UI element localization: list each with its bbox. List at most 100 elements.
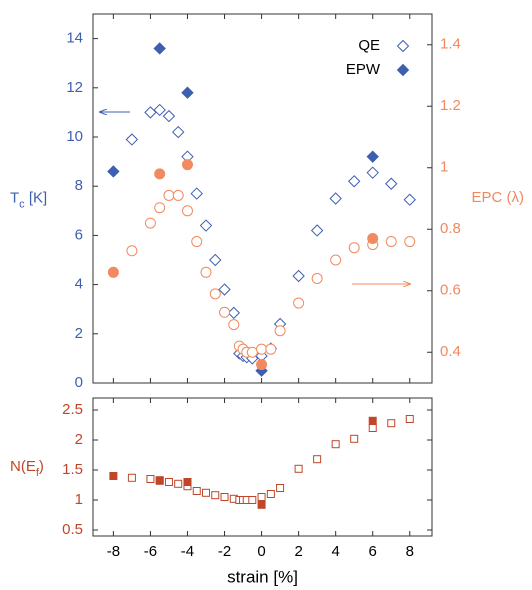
square-marker xyxy=(211,491,220,500)
circle-marker xyxy=(404,236,416,248)
square-marker xyxy=(174,479,183,488)
y2-axis-label: EPC (λ) xyxy=(472,189,525,206)
circle-marker xyxy=(256,359,268,371)
diamond-marker xyxy=(403,193,416,206)
y-tick-label: 8 xyxy=(75,177,83,194)
label-main: N(E xyxy=(10,458,36,475)
x-tick-label: 0 xyxy=(257,543,265,560)
label-main: T xyxy=(10,189,19,206)
diamond-marker xyxy=(310,224,324,237)
circle-marker xyxy=(228,319,240,331)
diamond-marker xyxy=(292,269,305,283)
square-marker xyxy=(387,419,396,428)
square-marker xyxy=(350,434,359,443)
circle-marker xyxy=(181,159,193,171)
circle-marker xyxy=(200,266,212,278)
diamond-marker xyxy=(144,106,157,119)
circle-marker xyxy=(293,297,305,309)
square-marker xyxy=(276,484,285,492)
y2-tick-label: 1.4 xyxy=(440,36,461,53)
x-tick-label: -6 xyxy=(144,543,157,560)
x-tick-label: -2 xyxy=(218,543,231,560)
diamond-marker xyxy=(396,39,410,53)
square-marker xyxy=(183,478,192,486)
circle-marker xyxy=(219,306,231,318)
y2-tick-label: 0.8 xyxy=(440,220,461,237)
diamond-marker xyxy=(172,125,185,139)
diamond-marker xyxy=(366,150,379,163)
square-marker xyxy=(248,496,257,504)
y2-tick-label: 0.6 xyxy=(440,282,461,299)
circle-marker xyxy=(154,168,166,180)
square-marker xyxy=(155,476,164,485)
circle-marker xyxy=(348,242,360,254)
circle-marker xyxy=(209,288,221,300)
square-marker xyxy=(331,440,340,449)
y2-tick-label: 1.2 xyxy=(440,97,461,114)
y-tick-label: 10 xyxy=(66,128,83,145)
square-marker xyxy=(127,473,136,482)
y-tick-label: 2 xyxy=(75,325,83,342)
axis-label: Tc [K] xyxy=(10,189,47,210)
circle-marker xyxy=(330,254,342,266)
square-marker xyxy=(368,424,377,432)
circle-marker xyxy=(126,245,138,257)
y2-tick-label: 0.4 xyxy=(440,343,461,360)
x-tick-label: 4 xyxy=(332,543,340,560)
x-tick-label: 2 xyxy=(294,543,302,560)
square-marker xyxy=(220,493,229,501)
circle-marker xyxy=(163,189,175,201)
circle-marker xyxy=(144,217,156,229)
y-tick-label: 2 xyxy=(75,431,83,448)
square-marker xyxy=(368,416,377,425)
square-marker xyxy=(192,487,201,495)
diamond-marker xyxy=(209,253,222,267)
square-marker xyxy=(405,415,414,423)
circle-marker xyxy=(191,236,203,248)
square-marker xyxy=(257,500,266,509)
circle-marker xyxy=(367,232,379,244)
square-marker xyxy=(202,488,210,497)
y2-tick-label: 1 xyxy=(440,159,448,176)
x-tick-label: -8 xyxy=(107,543,120,560)
label-unit: [K] xyxy=(25,189,48,206)
circle-marker xyxy=(181,205,193,217)
circle-marker xyxy=(246,346,258,358)
diamond-marker xyxy=(153,42,166,55)
diamond-marker xyxy=(347,175,361,188)
plot-frame xyxy=(92,397,433,537)
y-tick-label: 0 xyxy=(75,374,83,391)
legend-label: EPW xyxy=(346,61,381,78)
square-marker xyxy=(146,475,155,483)
circle-marker xyxy=(107,266,119,278)
x-axis-label: strain [%] xyxy=(227,567,298,586)
square-marker xyxy=(109,472,118,480)
diamond-marker xyxy=(396,63,410,77)
y-tick-label: 6 xyxy=(75,226,83,243)
x-tick-label: 6 xyxy=(369,543,377,560)
x-tick-label: 8 xyxy=(406,543,414,560)
y-tick-label: 0.5 xyxy=(62,521,83,538)
y-tick-label: 4 xyxy=(75,276,83,293)
circle-marker xyxy=(154,202,166,214)
diamond-marker xyxy=(366,166,379,179)
y-tick-label: 1.5 xyxy=(62,461,83,478)
square-marker xyxy=(257,493,266,501)
y-tick-label: 1 xyxy=(75,491,83,508)
diamond-marker xyxy=(190,187,203,200)
axis-label: N(Ef) xyxy=(10,458,44,479)
square-marker xyxy=(313,455,322,464)
diamond-marker xyxy=(107,165,120,178)
y-tick-label: 2.5 xyxy=(62,401,83,418)
y-tick-label: 12 xyxy=(66,79,83,96)
plot-frame xyxy=(92,13,433,384)
diamond-marker xyxy=(227,306,240,320)
circle-marker xyxy=(385,236,397,248)
square-marker xyxy=(294,464,303,473)
label-sub: c xyxy=(19,198,25,210)
circle-marker xyxy=(172,189,184,201)
circle-marker xyxy=(256,343,268,355)
diamond-marker xyxy=(329,192,342,205)
label-unit: ) xyxy=(39,458,44,475)
